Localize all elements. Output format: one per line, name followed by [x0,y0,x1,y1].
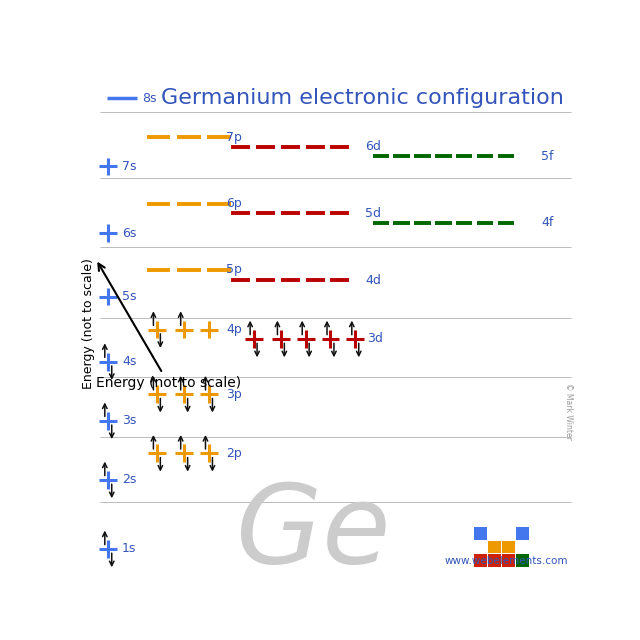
Text: 7p: 7p [227,131,242,144]
Text: 6p: 6p [227,198,242,211]
Text: © Mark Winter: © Mark Winter [564,383,573,440]
Text: 4f: 4f [541,216,554,229]
Text: 5s: 5s [122,290,137,303]
Text: 5f: 5f [541,150,554,163]
Text: 7s: 7s [122,160,137,173]
Text: 5d: 5d [365,207,381,220]
Text: Germanium electronic configuration: Germanium electronic configuration [161,88,564,109]
Text: 3d: 3d [367,332,383,346]
Text: 3s: 3s [122,414,136,428]
Text: 4p: 4p [227,323,242,336]
Text: 4d: 4d [365,274,381,287]
Text: 8s: 8s [142,92,157,105]
Text: 2p: 2p [227,447,242,460]
Text: www.webelements.com: www.webelements.com [445,556,568,566]
Text: 6d: 6d [365,140,381,153]
Text: Energy (not to scale): Energy (not to scale) [96,264,241,390]
Bar [474,554,487,567]
Bar [502,541,515,554]
Text: 4s: 4s [122,355,136,368]
Bar [516,527,529,540]
Text: 2s: 2s [122,474,136,486]
Bar [474,527,487,540]
Bar [502,554,515,567]
Text: 6s: 6s [122,227,136,239]
Text: Ge: Ge [236,479,390,586]
Text: 3p: 3p [227,388,242,401]
Text: 1s: 1s [122,543,136,556]
Text: 5p: 5p [227,264,242,276]
Text: Energy (not to scale): Energy (not to scale) [83,258,95,388]
Bar [488,541,501,554]
Bar [488,554,501,567]
Bar [516,554,529,567]
